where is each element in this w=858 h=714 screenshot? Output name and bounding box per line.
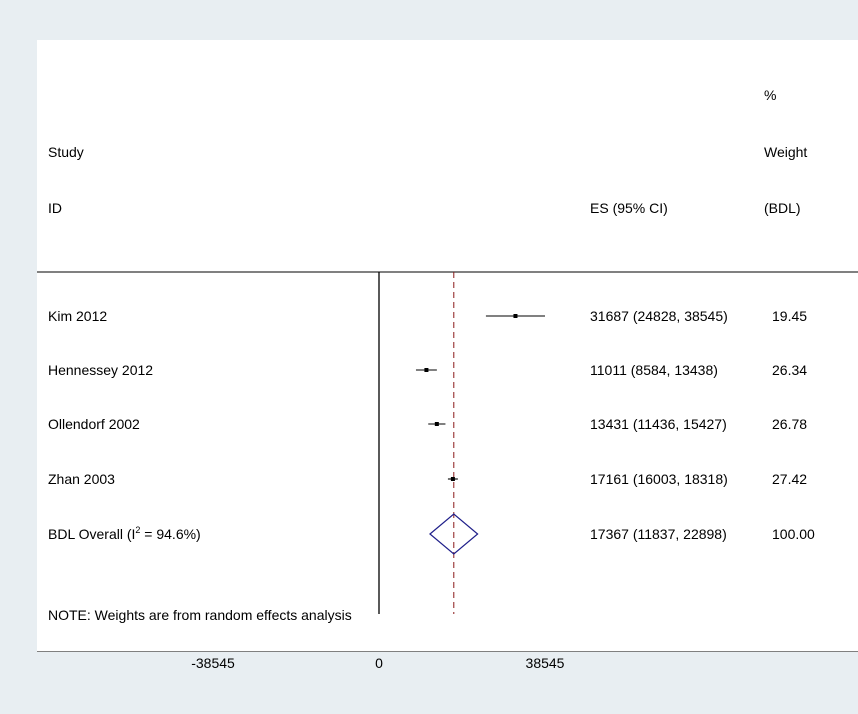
study-row: Zhan 2003 17161 (16003, 18318) 27.42 — [48, 471, 807, 487]
header-id: ID — [48, 200, 62, 216]
study-row: Kim 2012 31687 (24828, 38545) 19.45 — [48, 308, 807, 324]
study-label: Kim 2012 — [48, 308, 107, 324]
weight-value: 26.34 — [772, 362, 807, 378]
es-ci-value: 31687 (24828, 38545) — [590, 308, 728, 324]
header-weight: Weight — [764, 144, 807, 160]
x-tick-label: 0 — [375, 655, 383, 671]
overall-es-ci-value: 17367 (11837, 22898) — [590, 526, 727, 542]
header-es-ci: ES (95% CI) — [590, 200, 668, 216]
es-ci-value: 11011 (8584, 13438) — [590, 362, 718, 378]
es-ci-value: 17161 (16003, 18318) — [590, 471, 728, 487]
note-text: NOTE: Weights are from random effects an… — [48, 607, 352, 623]
study-label: Hennessey 2012 — [48, 362, 153, 378]
overall-weight-value: 100.00 — [772, 526, 815, 542]
study-label: Ollendorf 2002 — [48, 416, 140, 432]
overall-row: BDL Overall (I2 = 94.6%) 17367 (11837, 2… — [48, 513, 815, 555]
point-estimate — [424, 368, 429, 372]
point-estimate — [450, 477, 455, 481]
header-weight-percent: % — [764, 87, 776, 103]
study-row: Ollendorf 2002 13431 (11436, 15427) 26.7… — [48, 416, 807, 432]
es-ci-value: 13431 (11436, 15427) — [590, 416, 727, 432]
study-label: Zhan 2003 — [48, 471, 115, 487]
x-tick-label: -38545 — [191, 655, 235, 671]
point-estimate — [434, 422, 439, 426]
weight-value: 19.45 — [772, 308, 807, 324]
header-study: Study — [48, 144, 84, 160]
overall-label: BDL Overall (I2 = 94.6%) — [48, 525, 201, 542]
weight-value: 27.42 — [772, 471, 807, 487]
forest-plot-panel: Study ID ES (95% CI) % Weight (BDL) Kim … — [37, 40, 858, 652]
point-estimate — [513, 314, 518, 318]
weight-value: 26.78 — [772, 416, 807, 432]
forest-plot: Study ID ES (95% CI) % Weight (BDL) Kim … — [37, 87, 858, 652]
study-row: Hennessey 2012 11011 (8584, 13438) 26.34 — [48, 362, 807, 378]
x-tick-label: 38545 — [526, 655, 565, 671]
header-weight-unit: (BDL) — [764, 200, 801, 216]
overall-diamond — [429, 513, 479, 555]
